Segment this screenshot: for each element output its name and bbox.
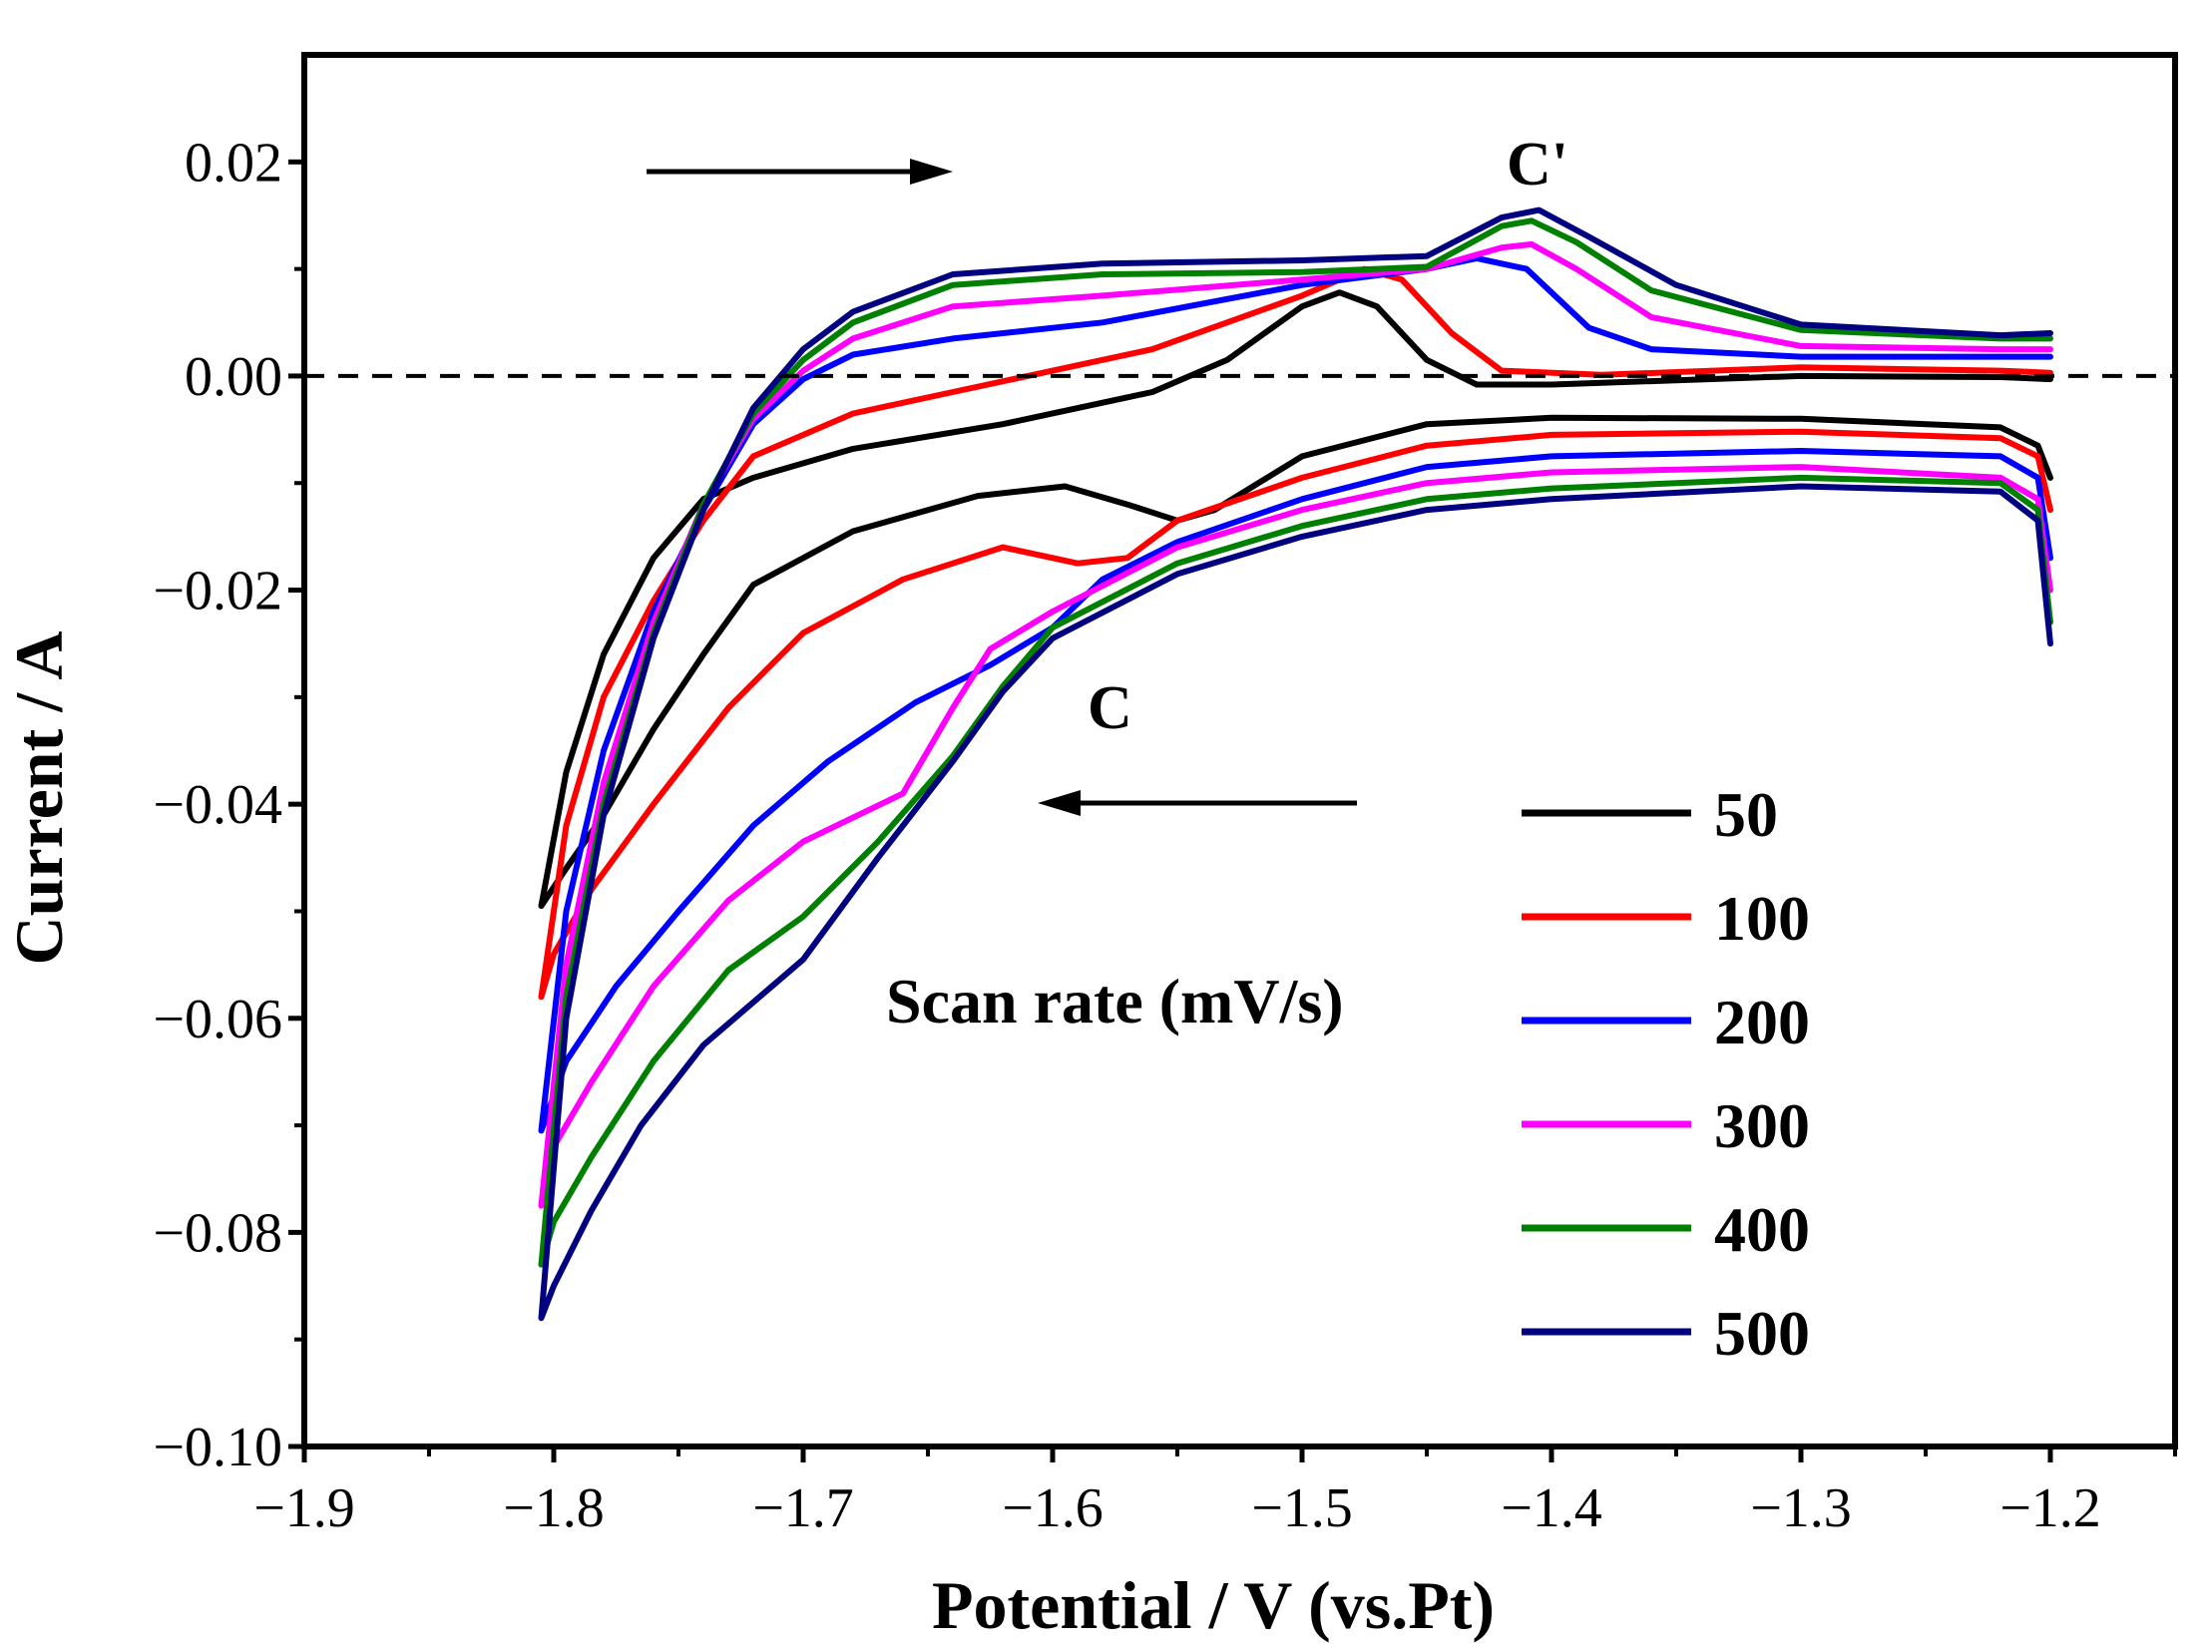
y-axis-title: Current / A <box>1 631 77 966</box>
plot-frame <box>301 52 2178 1449</box>
peak-label-anodic: C' <box>1507 131 1568 199</box>
peak-label-cathodic: C <box>1088 674 1132 742</box>
legend-label-50: 50 <box>1714 779 1778 850</box>
x-tick-label: −1.9 <box>253 1477 355 1539</box>
series-line-50 <box>538 289 2053 910</box>
y-tick-label: −0.02 <box>153 561 282 622</box>
x-tick-label: −1.3 <box>1750 1477 1852 1539</box>
series-line-300 <box>538 240 2053 1209</box>
axis-ticks: −1.9 −1.8 −1.7 −1.6 −1.5 −1.4 −1.3 −1.2 0.02 0.00… <box>153 132 2177 1539</box>
y-tick-label: −0.06 <box>153 989 282 1050</box>
reverse-scan-arrow <box>1038 790 1357 816</box>
x-tick-label: −1.7 <box>752 1477 854 1539</box>
y-tick-label: 0.02 <box>185 132 282 194</box>
legend-label-100: 100 <box>1714 883 1810 954</box>
x-tick-label: −1.2 <box>1999 1477 2101 1539</box>
legend-label-300: 300 <box>1714 1090 1810 1161</box>
legend-label-200: 200 <box>1714 987 1810 1057</box>
x-axis-title: Potential / V (vs.Pt) <box>932 1567 1495 1643</box>
series-line-100 <box>538 265 2053 1001</box>
legend-label-400: 400 <box>1714 1194 1810 1265</box>
y-tick-label: −0.04 <box>153 774 282 836</box>
legend-title: Scan rate (mV/s) <box>886 966 1344 1036</box>
x-tick-label: −1.8 <box>503 1477 605 1539</box>
x-tick-label: −1.4 <box>1501 1477 1602 1539</box>
y-tick-label: 0.00 <box>185 346 282 408</box>
x-tick-label: −1.6 <box>1002 1477 1104 1539</box>
series-line-200 <box>538 254 2053 1134</box>
legend: 50 100 200 300 400 500 <box>1522 779 1810 1369</box>
series-line-500 <box>538 206 2053 1322</box>
series-line-400 <box>538 217 2053 1268</box>
x-tick-label: −1.5 <box>1251 1477 1353 1539</box>
y-tick-label: −0.10 <box>153 1417 282 1478</box>
forward-scan-arrow <box>647 159 953 185</box>
series-curves <box>538 206 2053 1322</box>
legend-label-500: 500 <box>1714 1298 1810 1369</box>
y-tick-label: −0.08 <box>153 1202 282 1264</box>
